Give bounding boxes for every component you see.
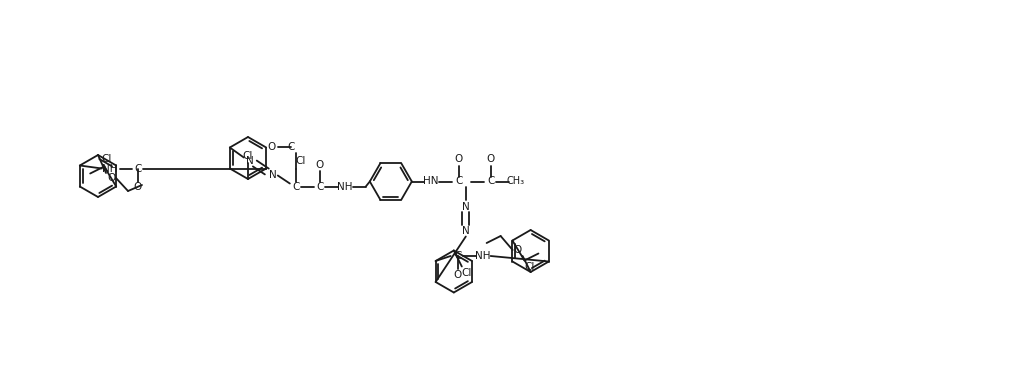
Text: O: O xyxy=(133,182,142,193)
Text: N: N xyxy=(268,170,277,180)
Text: N: N xyxy=(246,156,253,167)
Text: C: C xyxy=(292,182,299,191)
Text: Cl: Cl xyxy=(296,156,306,167)
Text: C: C xyxy=(134,164,141,173)
Text: C: C xyxy=(456,176,463,186)
Text: Cl: Cl xyxy=(101,153,112,164)
Text: O: O xyxy=(315,159,324,170)
Text: C: C xyxy=(316,182,323,191)
Text: NH: NH xyxy=(337,182,353,191)
Text: CH₃: CH₃ xyxy=(506,176,525,186)
Text: Cl: Cl xyxy=(524,261,535,271)
Text: NH: NH xyxy=(475,251,490,261)
Text: O: O xyxy=(487,155,495,165)
Text: C: C xyxy=(487,176,494,186)
Text: HN: HN xyxy=(423,176,438,186)
Text: C: C xyxy=(287,141,295,152)
Text: O: O xyxy=(454,270,462,280)
Text: O: O xyxy=(455,155,463,165)
Text: Cl: Cl xyxy=(462,267,472,277)
Text: NH: NH xyxy=(102,164,118,173)
Text: O: O xyxy=(267,141,276,152)
Text: Cl: Cl xyxy=(243,151,253,161)
Text: O: O xyxy=(514,245,522,255)
Text: C: C xyxy=(454,251,462,261)
Text: O: O xyxy=(107,173,115,183)
Text: N: N xyxy=(462,226,470,237)
Text: N: N xyxy=(462,202,470,211)
